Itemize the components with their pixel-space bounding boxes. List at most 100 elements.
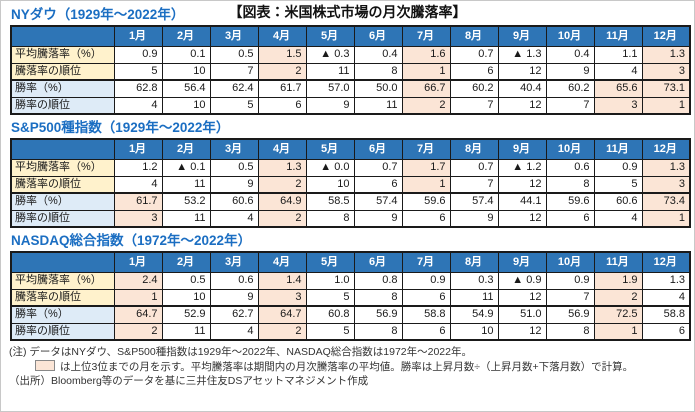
value-cell: 62.4 — [209, 79, 259, 98]
section-nasdaq: NASDAQ総合指数（1972年～2022年） 1月 2月 3月 4月 5月 6月 7月 8月… — [1, 233, 694, 341]
value-cell: 5 — [305, 322, 355, 341]
value-cell: ▲ 1.3 — [497, 45, 547, 64]
value-cell-top3: 2 — [257, 209, 307, 228]
month-header: 9月 — [497, 138, 547, 160]
month-header: 6月 — [353, 138, 403, 160]
value-cell: 1.2 — [113, 158, 163, 177]
value-cell: 51.0 — [497, 305, 547, 324]
row-label: 勝率（%） — [10, 79, 115, 98]
value-cell: 0.8 — [353, 271, 403, 290]
value-cell-top3: 64.9 — [257, 192, 307, 211]
value-cell: 9 — [545, 62, 595, 81]
value-cell: 5 — [113, 62, 163, 81]
month-header: 10月 — [545, 138, 595, 160]
value-cell: 12 — [497, 175, 547, 194]
value-cell: 6 — [257, 96, 307, 115]
month-header: 6月 — [353, 25, 403, 47]
value-cell: 57.4 — [353, 192, 403, 211]
value-cell: 56.4 — [161, 79, 211, 98]
value-cell-top3: 2.4 — [113, 271, 163, 290]
value-cell-top3: 2 — [257, 322, 307, 341]
value-cell-top3: 61.7 — [113, 192, 163, 211]
value-cell-top3: 1.5 — [257, 45, 307, 64]
value-cell-top3: 2 — [257, 175, 307, 194]
value-cell-top3: 3 — [641, 62, 691, 81]
value-cell: 11 — [161, 322, 211, 341]
value-cell: 7 — [449, 96, 499, 115]
month-header: 12月 — [641, 25, 691, 47]
month-header: 7月 — [401, 138, 451, 160]
value-cell: 0.7 — [449, 45, 499, 64]
row-label: 勝率の順位 — [10, 209, 115, 228]
value-cell: 0.4 — [353, 45, 403, 64]
value-cell: 4 — [113, 96, 163, 115]
corner-header-cell — [10, 251, 115, 273]
value-cell: 12 — [497, 322, 547, 341]
month-header: 1月 — [113, 138, 163, 160]
value-cell: 9 — [209, 288, 259, 307]
note-legend: は上位3位までの月を示す。平均騰落率は期間内の月次騰落率の平均値。勝率は上昇月数… — [9, 359, 694, 375]
value-cell: 4 — [593, 62, 643, 81]
section-title-nydow: NYダウ（1929年～2022年） — [11, 7, 185, 22]
month-header: 1月 — [113, 251, 163, 273]
value-cell: 53.2 — [161, 192, 211, 211]
value-cell: 8 — [353, 288, 403, 307]
value-cell-top3: 1 — [401, 175, 451, 194]
table-row: 勝率（%） 64.7 52.9 62.7 64.7 60.8 56.9 58.8 54.9 51.… — [10, 305, 691, 324]
row-label: 勝率（%） — [10, 305, 115, 324]
value-cell-top3: 1.6 — [401, 45, 451, 64]
value-cell: 6 — [641, 322, 691, 341]
value-cell: 4 — [209, 209, 259, 228]
value-cell: 62.8 — [113, 79, 163, 98]
value-cell: 5 — [593, 175, 643, 194]
value-cell: 9 — [353, 209, 403, 228]
value-cell: 10 — [161, 288, 211, 307]
value-cell: 61.7 — [257, 79, 307, 98]
value-cell-top3: 1.7 — [401, 158, 451, 177]
value-cell: 0.5 — [209, 158, 259, 177]
value-cell: 4 — [593, 209, 643, 228]
value-cell: ▲ 0.3 — [305, 45, 355, 64]
row-label: 平均騰落率（%） — [10, 271, 115, 290]
value-cell: 56.9 — [353, 305, 403, 324]
footnotes: (注) データはNYダウ、S&P500種指数は1929年～2022年、NASDA… — [9, 346, 694, 389]
value-cell: 9 — [305, 96, 355, 115]
value-cell: 8 — [545, 175, 595, 194]
value-cell-top3: 66.7 — [401, 79, 451, 98]
section-title-sp500: S&P500種指数（1929年～2022年） — [11, 120, 230, 135]
value-cell: ▲ 0.0 — [305, 158, 355, 177]
sp500-table: 1月 2月 3月 4月 5月 6月 7月 8月 9月 10月 11月 12月 平均騰落率（%） 1.2 ▲ … — [10, 138, 691, 228]
month-header: 12月 — [641, 138, 691, 160]
value-cell: 60.6 — [593, 192, 643, 211]
value-cell: 10 — [449, 322, 499, 341]
table-row: 騰落率の順位 1 10 9 3 5 8 6 11 12 7 2 4 — [10, 288, 691, 307]
value-cell: 44.1 — [497, 192, 547, 211]
value-cell: 8 — [545, 322, 595, 341]
value-cell-top3: 2 — [113, 322, 163, 341]
value-cell-top3: 1.3 — [641, 158, 691, 177]
month-header: 2月 — [161, 138, 211, 160]
corner-header-cell — [10, 138, 115, 160]
section-title-nasdaq: NASDAQ総合指数（1972年～2022年） — [11, 233, 252, 248]
row-label: 勝率の順位 — [10, 96, 115, 115]
value-cell: 58.5 — [305, 192, 355, 211]
value-cell: 11 — [161, 175, 211, 194]
value-cell: 0.7 — [449, 158, 499, 177]
value-cell: 0.6 — [545, 158, 595, 177]
table-row: 勝率の順位 3 11 4 2 8 9 6 9 12 6 4 1 — [10, 209, 691, 228]
row-label: 勝率（%） — [10, 192, 115, 211]
value-cell-top3: 2 — [257, 62, 307, 81]
note-data-period: (注) データはNYダウ、S&P500種指数は1929年～2022年、NASDA… — [9, 346, 472, 358]
table-row: 平均騰落率（%） 2.4 0.5 0.6 1.4 1.0 0.8 0.9 0.3 ▲ 0.9 0.9… — [10, 271, 691, 290]
value-cell: 59.6 — [545, 192, 595, 211]
section-sp500: S&P500種指数（1929年～2022年） 1月 2月 3月 4月 5月 6月 7月 8月 9… — [1, 120, 694, 228]
value-cell: 6 — [401, 288, 451, 307]
value-cell: 12 — [497, 62, 547, 81]
month-header: 1月 — [113, 25, 163, 47]
value-cell: 10 — [305, 175, 355, 194]
month-header: 12月 — [641, 251, 691, 273]
value-cell: ▲ 1.2 — [497, 158, 547, 177]
value-cell-top3: 65.6 — [593, 79, 643, 98]
value-cell-top3: 3 — [641, 175, 691, 194]
table-row: 勝率の順位 4 10 5 6 9 11 2 7 12 7 3 1 — [10, 96, 691, 115]
